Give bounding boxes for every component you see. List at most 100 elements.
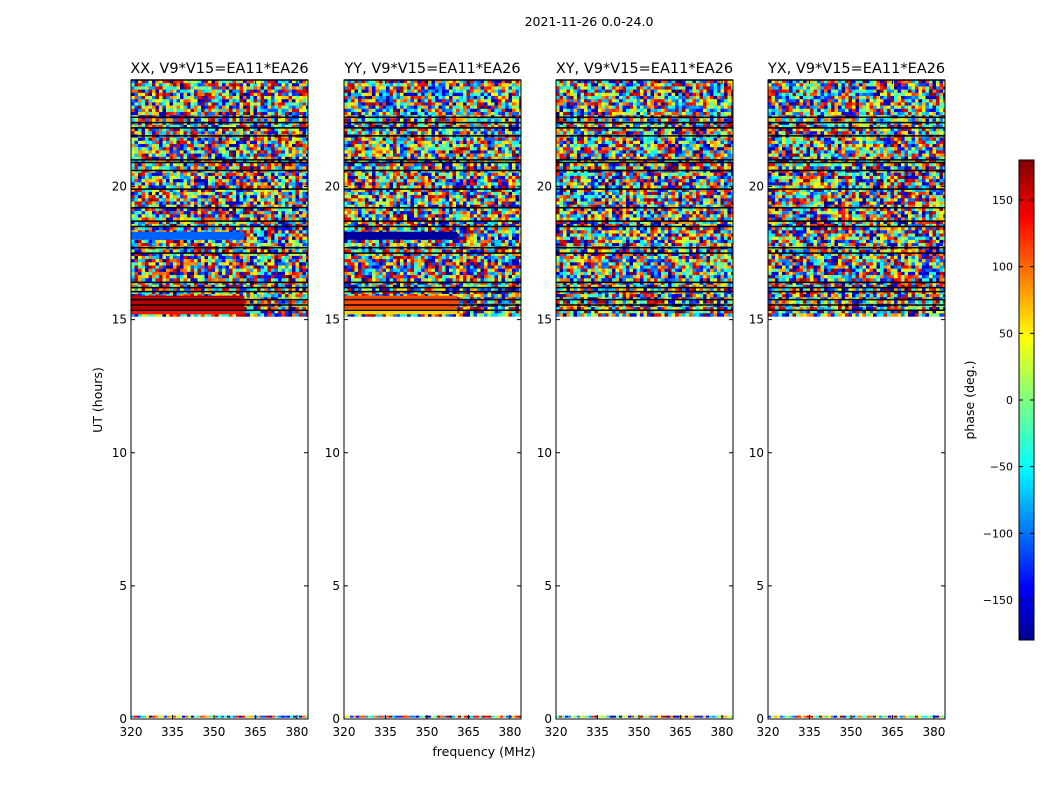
phase-cell bbox=[194, 284, 198, 289]
phase-cell bbox=[131, 140, 135, 145]
phase-cell bbox=[246, 131, 251, 135]
phase-cell bbox=[480, 294, 485, 298]
phase-cell bbox=[396, 172, 401, 177]
phase-cell bbox=[243, 198, 247, 202]
phase-cell bbox=[417, 185, 422, 189]
phase-cell bbox=[201, 259, 205, 263]
phase-cell bbox=[257, 182, 261, 186]
phase-cell bbox=[250, 275, 254, 279]
phase-cell bbox=[285, 236, 289, 241]
phase-cell bbox=[274, 144, 279, 148]
phase-cell bbox=[152, 175, 156, 180]
phase-cell bbox=[295, 211, 300, 215]
phase-cell bbox=[264, 92, 268, 97]
phase-cell bbox=[285, 175, 289, 180]
phase-cell bbox=[253, 102, 258, 106]
phase-cell bbox=[354, 188, 359, 193]
phase-cell bbox=[267, 153, 272, 157]
phase-cell bbox=[449, 185, 453, 189]
phase-cell bbox=[246, 275, 251, 279]
phase-cell bbox=[299, 204, 303, 209]
phase-cell bbox=[211, 227, 216, 231]
phase-cell bbox=[508, 188, 513, 193]
phase-cell bbox=[173, 214, 177, 218]
phase-cell bbox=[138, 96, 142, 100]
phase-cell bbox=[292, 204, 296, 209]
phase-cell bbox=[208, 284, 212, 289]
phase-cell bbox=[166, 188, 170, 193]
phase-cell bbox=[183, 147, 188, 151]
phase-cell bbox=[232, 86, 237, 90]
phase-cell bbox=[473, 290, 478, 295]
phase-cell bbox=[361, 172, 366, 177]
phase-cell bbox=[246, 102, 251, 106]
phase-cell bbox=[299, 239, 303, 244]
phase-cell bbox=[176, 108, 181, 113]
phase-cell bbox=[138, 153, 142, 157]
phase-cell bbox=[131, 128, 135, 132]
phase-cell bbox=[187, 259, 191, 263]
phase-cell bbox=[361, 163, 366, 167]
phase-cell bbox=[222, 275, 226, 279]
phase-cell bbox=[487, 300, 492, 304]
phase-cell bbox=[264, 281, 268, 285]
phase-cell bbox=[236, 255, 240, 260]
phase-cell bbox=[232, 214, 237, 218]
phase-cell bbox=[180, 278, 184, 282]
phase-cell bbox=[222, 243, 226, 247]
phase-cell bbox=[169, 83, 174, 87]
phase-cell bbox=[239, 271, 244, 276]
phase-cell bbox=[141, 140, 146, 145]
phase-cell bbox=[470, 163, 474, 167]
phase-cell bbox=[173, 96, 177, 100]
phase-cell bbox=[131, 281, 135, 285]
phase-cell bbox=[180, 175, 184, 180]
phase-cell bbox=[292, 290, 296, 295]
phase-cell bbox=[159, 102, 163, 106]
phase-cell bbox=[295, 201, 300, 205]
phase-cell bbox=[292, 233, 296, 237]
phase-cell bbox=[281, 294, 286, 298]
phase-cell bbox=[204, 227, 209, 231]
phase-cell bbox=[306, 265, 308, 269]
phase-cell bbox=[299, 179, 303, 183]
phase-cell bbox=[508, 185, 513, 189]
phase-cell bbox=[281, 275, 286, 279]
phase-cell bbox=[246, 214, 251, 218]
phase-cell bbox=[484, 313, 488, 317]
phase-cell bbox=[292, 108, 296, 113]
phase-cell bbox=[271, 166, 275, 170]
phase-cell bbox=[180, 92, 184, 97]
phase-cell bbox=[396, 195, 401, 199]
phase-cell bbox=[257, 249, 261, 253]
phase-cell bbox=[246, 105, 251, 109]
phase-cell bbox=[215, 195, 219, 199]
phase-cell bbox=[449, 166, 453, 170]
phase-cell bbox=[148, 144, 153, 148]
phase-cell bbox=[204, 239, 209, 244]
phase-cell bbox=[183, 265, 188, 269]
phase-cell bbox=[229, 214, 233, 218]
phase-cell bbox=[176, 227, 181, 231]
phase-cell bbox=[424, 287, 429, 292]
phase-cell bbox=[264, 166, 268, 170]
phase-cell bbox=[152, 252, 156, 257]
phase-cell bbox=[491, 159, 495, 164]
phase-cell bbox=[271, 294, 275, 298]
phase-cell bbox=[285, 118, 289, 122]
phase-cell bbox=[358, 166, 362, 170]
phase-cell bbox=[281, 268, 286, 273]
phase-cell bbox=[295, 223, 300, 228]
phase-cell bbox=[225, 191, 230, 196]
phase-cell bbox=[285, 147, 289, 151]
phase-cell bbox=[250, 233, 254, 237]
phase-cell bbox=[197, 131, 202, 135]
phase-cell bbox=[201, 96, 205, 100]
phase-cell bbox=[155, 185, 160, 189]
phase-cell bbox=[260, 112, 265, 116]
phase-cell bbox=[201, 89, 205, 93]
phase-cell bbox=[208, 204, 212, 209]
phase-cell bbox=[295, 217, 300, 221]
phase-cell bbox=[169, 271, 174, 276]
